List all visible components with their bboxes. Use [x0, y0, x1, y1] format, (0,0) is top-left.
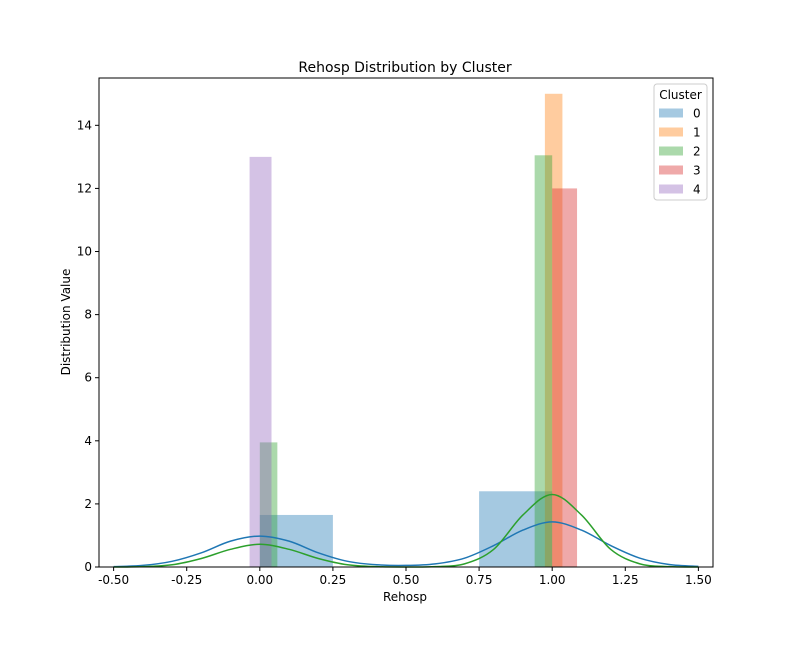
- x-axis: -0.50 -0.25 0.00 0.25 0.50 0.75 1.00 1.25 1.50: [98, 567, 712, 587]
- legend: Cluster 0 1 2 3 4: [653, 83, 708, 201]
- bar-cluster-4-0: [249, 156, 272, 567]
- x-tick-label: 0.00: [246, 573, 273, 587]
- y-tick-label: 12: [77, 181, 92, 195]
- bar-cluster-0-0: [259, 514, 333, 567]
- legend-label-cluster-2: 2: [693, 145, 701, 159]
- legend-label-cluster-1: 1: [693, 126, 701, 140]
- y-tick-label: 2: [84, 497, 92, 511]
- x-tick-label: 1.25: [612, 573, 639, 587]
- x-tick-label: 0.50: [393, 573, 420, 587]
- x-tick-label: 0.25: [320, 573, 347, 587]
- bar-cluster-1-0: [544, 93, 563, 567]
- legend-label-cluster-4: 4: [693, 183, 701, 197]
- legend-label-cluster-0: 0: [693, 107, 701, 121]
- bars-layer: [249, 93, 578, 567]
- legend-title: Cluster: [659, 88, 702, 102]
- y-tick-label: 0: [84, 560, 92, 574]
- legend-swatch-cluster-0: [659, 108, 683, 118]
- y-tick-label: 6: [84, 371, 92, 385]
- bar-cluster-0-1: [479, 491, 553, 567]
- x-axis-label: Rehosp: [383, 590, 427, 604]
- y-tick-label: 10: [77, 245, 92, 259]
- x-tick-label: 0.75: [466, 573, 493, 587]
- x-tick-label: 1.00: [539, 573, 566, 587]
- legend-label-cluster-3: 3: [693, 164, 701, 178]
- y-tick-label: 14: [77, 118, 92, 132]
- y-tick-label: 8: [84, 308, 92, 322]
- bar-cluster-2-1: [534, 155, 553, 567]
- x-tick-label: 1.50: [685, 573, 712, 587]
- legend-box: [653, 83, 708, 201]
- y-axis-label: Distribution Value: [59, 269, 73, 376]
- chart-title: Rehosp Distribution by Cluster: [298, 60, 511, 76]
- y-axis: 0 2 4 6 8 10 12 14: [77, 118, 99, 574]
- bar-cluster-3-0: [552, 188, 578, 567]
- legend-swatch-cluster-4: [659, 184, 683, 194]
- legend-swatch-cluster-1: [659, 127, 683, 137]
- y-tick-label: 4: [84, 434, 92, 448]
- legend-swatch-cluster-2: [659, 146, 683, 156]
- x-tick-label: -0.50: [98, 573, 129, 587]
- legend-swatch-cluster-3: [659, 165, 683, 175]
- x-tick-label: -0.25: [171, 573, 202, 587]
